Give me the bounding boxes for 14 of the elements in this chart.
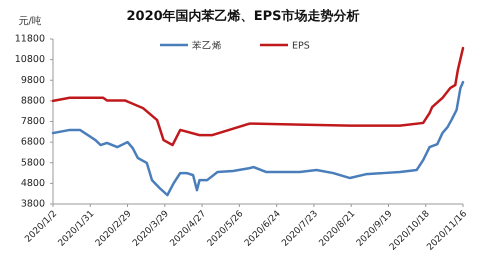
- legend-label: EPS: [292, 40, 310, 52]
- y-tick-label: 5800: [20, 157, 45, 168]
- y-tick-label: 8800: [20, 95, 45, 106]
- y-axis-title: 元/吨: [18, 15, 42, 27]
- y-tick-label: 10800: [14, 54, 45, 66]
- y-tick-label: 4800: [20, 178, 45, 189]
- line-series: [52, 80, 464, 196]
- y-tick-label: 6800: [20, 136, 45, 148]
- y-tick-label: 3800: [20, 198, 45, 210]
- y-tick-label: 11800: [14, 34, 45, 44]
- chart-title: 2020年国内苯乙烯、EPS市场走势分析: [126, 8, 360, 24]
- legend-label: 苯乙烯: [192, 39, 222, 52]
- y-tick-label: 7800: [20, 116, 45, 127]
- y-tick-label: 9800: [20, 74, 45, 86]
